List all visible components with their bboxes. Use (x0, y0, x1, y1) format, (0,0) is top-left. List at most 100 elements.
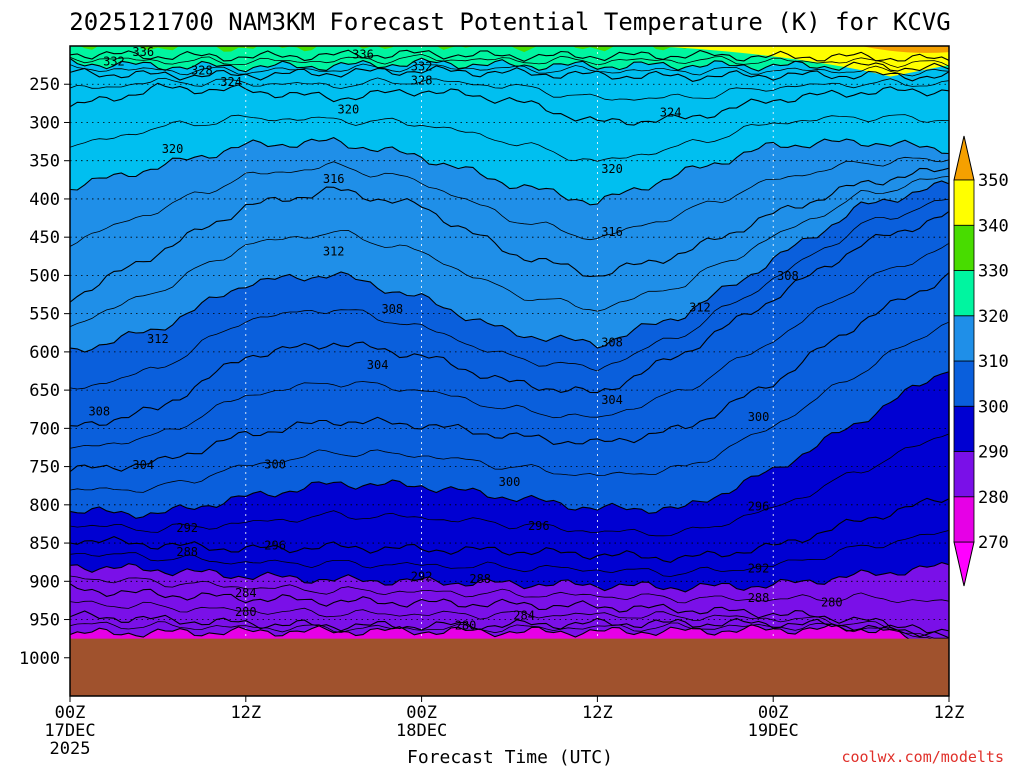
contour-label-12: 316 (601, 225, 623, 239)
isentrope-mid-310 (70, 198, 949, 390)
x-tick-date-0: 17DEC (44, 721, 95, 741)
isentrope-332 (70, 57, 949, 73)
contour-label-29: 296 (264, 538, 286, 552)
isentrope-mid-334 (70, 53, 949, 68)
isentrope-296 (70, 497, 949, 563)
color-bands (70, 46, 949, 696)
contour-label-9: 320 (162, 142, 184, 156)
isentrope-312 (70, 180, 949, 353)
contour-label-34: 284 (235, 586, 257, 600)
y-tick-label-950: 950 (29, 611, 60, 631)
contour-label-33: 288 (469, 572, 491, 586)
y-tick-label-250: 250 (29, 75, 60, 95)
chart-title: 2025121700 NAM3KM Forecast Potential Tem… (69, 8, 950, 36)
isentrope-336 (70, 49, 949, 62)
colorbar-swatch-320 (953, 270, 975, 317)
band-350 (861, 46, 949, 53)
y-tick-label-350: 350 (29, 152, 60, 172)
isentrope-324 (70, 82, 949, 126)
contour-label-22: 308 (88, 405, 110, 419)
colorbar-bottom-arrow (953, 541, 975, 587)
x-tick-label-24: 00Z (406, 703, 437, 723)
isentrope-mid-330 (70, 63, 949, 77)
contour-label-4: 328 (191, 63, 213, 77)
colorbar-label-290: 290 (978, 443, 1009, 463)
band-345 (656, 46, 949, 77)
x-tick-date-24: 18DEC (396, 721, 447, 741)
y-tick-label-550: 550 (29, 305, 60, 325)
contour-label-24: 300 (264, 457, 286, 471)
y-tick-label-600: 600 (29, 343, 60, 363)
isentrope-304 (70, 272, 949, 473)
colorbar-label-280: 280 (978, 488, 1009, 508)
contour-label-28: 296 (528, 519, 550, 533)
colorbar-swatch-330 (953, 224, 975, 271)
isentrope-mid-302 (70, 321, 949, 493)
colorbar-label-340: 340 (978, 216, 1009, 236)
y-tick-label-1000: 1000 (19, 649, 60, 669)
contour-label-11: 316 (323, 172, 345, 186)
colorbar-top-arrow (953, 135, 975, 181)
isentrope-284 (70, 610, 949, 647)
contour-label-30: 288 (176, 545, 198, 559)
colorbar-swatch-280 (953, 451, 975, 498)
isentrope-300 (70, 371, 949, 519)
isentrope-mid-286 (70, 600, 949, 643)
below-ground-fill (70, 638, 949, 696)
contour-label-1: 336 (352, 47, 374, 61)
y-tick-label-900: 900 (29, 572, 60, 592)
colorbar-swatch-340 (953, 179, 975, 226)
contour-label-27: 292 (176, 521, 198, 535)
isentrope-mid-290 (70, 575, 949, 604)
pressure-axis: 250 300 350 400 450 500 550 600 650 700 750 800 850 9… (19, 75, 70, 669)
contour-label-38: 284 (513, 609, 535, 623)
contour-label-15: 312 (147, 332, 169, 346)
contour-label-19: 304 (367, 358, 389, 372)
isentrope-mid-314 (70, 176, 949, 328)
contour-label-13: 312 (323, 245, 345, 259)
contour-label-14: 308 (777, 269, 799, 283)
contour-label-21: 300 (748, 410, 770, 424)
y-tick-label-300: 300 (29, 113, 60, 133)
isentrope-320 (70, 136, 949, 206)
colorbar-label-310: 310 (978, 352, 1009, 372)
colorbar: 270 280 290 300 310 320 330 340 350 (953, 135, 1009, 587)
colorbar-label-350: 350 (978, 171, 1009, 191)
x-tick-label-36: 12Z (582, 703, 613, 723)
contour-label-16: 312 (689, 301, 711, 315)
y-tick-label-800: 800 (29, 496, 60, 516)
contour-label-23: 304 (132, 458, 154, 472)
colorbar-swatch-310 (953, 315, 975, 362)
contour-label-35: 288 (748, 591, 770, 605)
y-tick-label-850: 850 (29, 534, 60, 554)
contour-label-25: 300 (499, 475, 521, 489)
colorbar-label-330: 330 (978, 262, 1009, 282)
x-tick-label-60: 12Z (934, 703, 965, 723)
colorbar-label-270: 270 (978, 533, 1009, 553)
isentrope-mid-318 (70, 156, 949, 247)
x-axis-label: Forecast Time (UTC) (407, 747, 613, 768)
colorbar-label-320: 320 (978, 307, 1009, 327)
y-tick-label-400: 400 (29, 190, 60, 210)
contour-label-17: 308 (381, 302, 403, 316)
isentrope-316 (70, 167, 949, 303)
isentrope-292 (70, 562, 949, 593)
isentrope-mid-294 (70, 530, 949, 577)
contour-label-39: 280 (455, 619, 477, 633)
contour-label-8: 324 (660, 106, 682, 120)
gridlines (70, 46, 949, 696)
x-tick-label-48: 00Z (758, 703, 789, 723)
contour-label-5: 328 (411, 73, 433, 87)
contour-label-0: 336 (132, 45, 154, 59)
contour-label-3: 332 (411, 60, 433, 74)
isentrope-mid-282 (70, 621, 949, 639)
contour-label-31: 292 (748, 561, 770, 575)
contour-label-36: 280 (821, 596, 843, 610)
x-tick-label-0: 00Z (55, 703, 86, 723)
colorbar-swatch-270 (953, 496, 975, 543)
y-tick-label-650: 650 (29, 381, 60, 401)
isentrope-308 (70, 210, 949, 427)
